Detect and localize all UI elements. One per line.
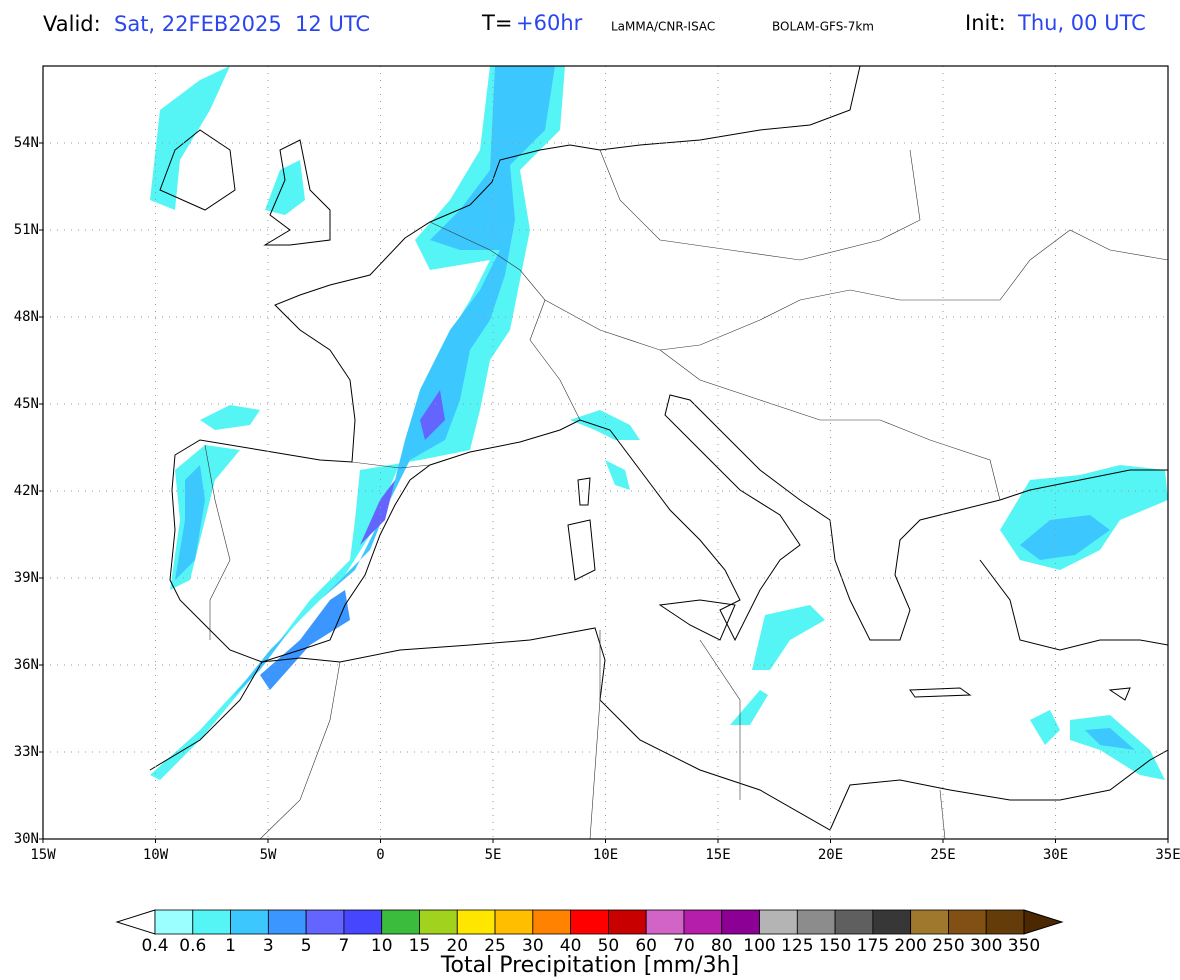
model: BOLAM-GFS-7km bbox=[772, 20, 874, 34]
colorbar-label: 60 bbox=[635, 936, 657, 956]
colorbar-label: 100 bbox=[743, 936, 775, 956]
lat-tick-label: 45N bbox=[14, 396, 39, 412]
colorbar-box bbox=[721, 909, 760, 935]
valid-label: Valid: bbox=[43, 12, 101, 36]
colorbar-box bbox=[759, 909, 798, 935]
lat-tick-label: 48N bbox=[14, 309, 39, 325]
colorbar-label: 40 bbox=[560, 936, 582, 956]
colorbar-label: 150 bbox=[819, 936, 851, 956]
lon-tick-label: 15E bbox=[705, 847, 730, 863]
colorbar-box bbox=[305, 909, 345, 935]
colorbar-label: 1 bbox=[225, 936, 236, 956]
colorbar-label: 80 bbox=[711, 936, 733, 956]
lon-tick-label: 5W bbox=[260, 847, 277, 863]
lat-tick-label: 36N bbox=[14, 657, 39, 673]
colorbar-box bbox=[645, 909, 685, 935]
colorbar-label: 20 bbox=[446, 936, 468, 956]
lon-tick-label: 5E bbox=[485, 847, 502, 863]
lon-tick-label: 20E bbox=[818, 847, 843, 863]
colorbar-box bbox=[910, 909, 949, 935]
colorbar-label: 5 bbox=[301, 936, 312, 956]
colorbar-title: Total Precipitation [mm/3h] bbox=[440, 953, 739, 978]
colorbar-label: 10 bbox=[371, 936, 393, 956]
colorbar-box bbox=[607, 909, 647, 935]
colorbar-label: 7 bbox=[338, 936, 349, 956]
colorbar-box bbox=[381, 909, 420, 935]
lat-tick-label: 54N bbox=[14, 135, 39, 151]
colorbar-label: 50 bbox=[598, 936, 620, 956]
borders bbox=[204, 149, 1168, 839]
colorbar-box bbox=[343, 909, 383, 935]
colorbar-box bbox=[570, 909, 609, 935]
colorbar-box bbox=[494, 909, 534, 935]
lat-tick-label: 30N bbox=[14, 831, 39, 847]
t-label: T= bbox=[481, 11, 512, 35]
t-value: +60hr bbox=[516, 11, 583, 35]
lat-tick-label: 39N bbox=[14, 570, 39, 586]
colorbar-box bbox=[230, 909, 269, 935]
colorbar-label: 300 bbox=[970, 936, 1002, 956]
colorbar-label: 15 bbox=[409, 936, 431, 956]
lat-tick-label: 51N bbox=[14, 222, 39, 238]
colorbar-above bbox=[1023, 909, 1064, 935]
lon-tick-label: 0 bbox=[376, 847, 384, 863]
colorbar-label: 3 bbox=[263, 936, 274, 956]
colorbar-box bbox=[796, 909, 836, 935]
lon-tick-label: 10W bbox=[143, 847, 169, 863]
lon-tick-label: 10E bbox=[593, 847, 618, 863]
colorbar-box bbox=[192, 909, 231, 935]
colorbar-label: 125 bbox=[781, 936, 813, 956]
colorbar-box bbox=[948, 909, 987, 935]
colorbar-label: 30 bbox=[522, 936, 544, 956]
lon-tick-label: 15W bbox=[30, 847, 56, 863]
init-value: Thu, 00 UTC bbox=[1017, 11, 1146, 35]
colorbar-box bbox=[872, 909, 912, 935]
colorbar: 0.4 0.6 1 3 5 7 10 15 20 25 30 40 50 60 70 80 100 125 150 1… bbox=[115, 909, 1064, 956]
precipitation bbox=[150, 66, 1168, 780]
colorbar-below bbox=[115, 909, 156, 935]
lat-tick-label: 42N bbox=[14, 483, 39, 499]
valid-value: Sat, 22FEB2025 12 UTC bbox=[114, 12, 370, 36]
colorbar-label: 175 bbox=[857, 936, 889, 956]
colorbar-label: 350 bbox=[1008, 936, 1040, 956]
colorbar-box bbox=[985, 909, 1025, 935]
colorbar-box bbox=[456, 909, 496, 935]
source: LaMMA/CNR-ISAC bbox=[611, 20, 715, 34]
colorbar-box bbox=[267, 909, 307, 935]
colorbar-box bbox=[532, 909, 572, 935]
map-area bbox=[42, 65, 1169, 840]
init-label: Init: bbox=[965, 11, 1006, 35]
colorbar-label: 0.6 bbox=[179, 936, 206, 956]
colorbar-label: 200 bbox=[894, 936, 926, 956]
colorbar-label: 0.4 bbox=[141, 936, 168, 956]
colorbar-label: 70 bbox=[673, 936, 695, 956]
colorbar-box bbox=[683, 909, 723, 935]
colorbar-label: 25 bbox=[484, 936, 506, 956]
colorbar-label: 250 bbox=[932, 936, 964, 956]
lon-tick-label: 25E bbox=[930, 847, 955, 863]
coastlines bbox=[149, 66, 1168, 831]
lon-tick-label: 30E bbox=[1043, 847, 1068, 863]
colorbar-box bbox=[154, 909, 194, 935]
grid bbox=[43, 66, 1168, 839]
colorbar-box bbox=[419, 909, 458, 935]
lon-tick-label: 35E bbox=[1155, 847, 1180, 863]
colorbar-box bbox=[834, 909, 874, 935]
lat-tick-label: 33N bbox=[14, 744, 39, 760]
